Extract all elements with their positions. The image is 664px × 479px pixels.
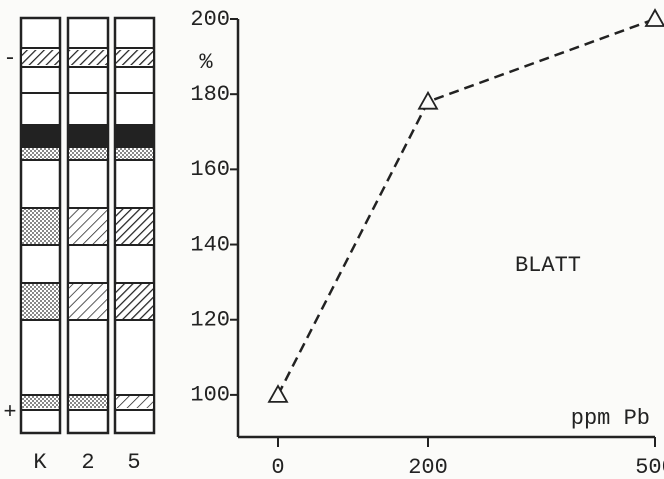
gel-band [116,283,153,320]
x-axis-label: ppm Pb [571,406,650,431]
gel-band [69,50,107,65]
x-tick-label: 500 [635,455,664,479]
gel-band [22,283,59,320]
gel-band [69,125,107,148]
gel-band [22,50,59,65]
annotation: BLATT [515,253,581,278]
data-marker [267,384,289,403]
gel-band [22,208,59,245]
gel-band [116,50,153,65]
plus-label: + [3,400,16,425]
y-tick-label: 180 [190,82,230,107]
y-tick-label: 120 [190,308,230,333]
gel-band [69,148,107,160]
y-tick-label: 140 [190,232,230,257]
gel-band [22,125,59,148]
y-axis-label: % [199,50,213,75]
gel-band [116,396,153,408]
gel-diagram [19,16,156,435]
minus-label: - [3,46,16,71]
y-tick-label: 160 [190,157,230,182]
y-tick-label: 200 [190,7,230,32]
y-tick-label: 100 [190,383,230,408]
x-tick-label: 200 [408,455,448,479]
lane-label: K [33,450,47,475]
gel-band [22,148,59,160]
gel-band [69,283,107,320]
data-marker [644,8,664,27]
data-line [276,17,656,396]
lane-label: 2 [81,450,94,475]
gel-band [22,396,59,408]
gel-band [116,125,153,148]
x-tick-label: 0 [271,455,284,479]
gel-band [116,208,153,245]
data-marker [417,90,439,110]
lane-label: 5 [127,450,140,475]
gel-band [69,396,107,408]
gel-band [69,208,107,245]
gel-band [116,148,153,160]
